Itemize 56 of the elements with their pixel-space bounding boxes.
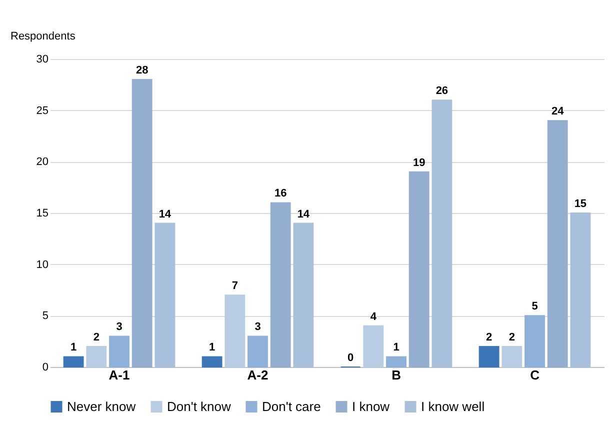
bar: [154, 222, 176, 368]
bar: [248, 336, 268, 368]
data-label: 3: [254, 321, 261, 334]
y-axis-title: Respondents: [10, 30, 76, 42]
data-label: 3: [116, 321, 122, 334]
data-label: 7: [232, 280, 238, 292]
data-label: 24: [551, 106, 565, 118]
bar: [386, 356, 406, 368]
bar: [293, 222, 314, 368]
bar: [270, 202, 291, 368]
data-label: 2: [486, 331, 492, 344]
bar: [363, 325, 384, 368]
y-tick-label: 0: [42, 362, 48, 374]
bar: [202, 356, 222, 368]
legend-label: Don't know: [167, 398, 232, 414]
x-tick-label: A-2: [247, 368, 268, 382]
legend-label: I know: [352, 398, 390, 414]
legend-label: I know well: [421, 398, 485, 414]
y-tick-label: 25: [36, 104, 48, 117]
data-label: 14: [158, 208, 172, 220]
bar: [86, 346, 107, 368]
legend-label: Don't care: [262, 398, 321, 414]
bar: [63, 356, 84, 368]
x-tick-label: C: [530, 368, 540, 382]
data-label: 1: [393, 342, 400, 354]
x-tick-label: A-1: [108, 368, 130, 382]
bar: [408, 171, 430, 368]
data-label: 1: [70, 342, 77, 354]
data-label: 15: [574, 198, 587, 210]
data-label: 28: [136, 64, 148, 77]
data-label: 1: [208, 342, 216, 354]
bar: [109, 336, 130, 368]
data-label: 2: [93, 331, 100, 344]
legend-label: Never know: [67, 398, 136, 414]
bar: [502, 346, 522, 368]
bar: [224, 294, 246, 368]
data-label: 0: [347, 352, 354, 364]
data-label: 14: [297, 208, 310, 220]
data-label: 4: [370, 310, 378, 323]
y-tick-label: 10: [36, 258, 48, 271]
y-tick-label: 15: [36, 208, 48, 220]
bar: [132, 79, 152, 368]
bar: [524, 315, 545, 368]
y-tick-label: 5: [42, 310, 48, 322]
bar: [570, 212, 591, 368]
y-tick-label: 30: [36, 54, 48, 66]
data-label: 2: [508, 331, 515, 344]
bar: [432, 100, 452, 368]
data-label: 19: [412, 156, 426, 169]
data-label: 5: [532, 300, 538, 313]
data-label: 26: [436, 85, 448, 98]
bar: [547, 120, 568, 368]
y-tick-label: 20: [36, 156, 48, 168]
x-tick-label: B: [392, 368, 401, 382]
bar: [478, 346, 500, 368]
data-label: 16: [274, 188, 287, 200]
